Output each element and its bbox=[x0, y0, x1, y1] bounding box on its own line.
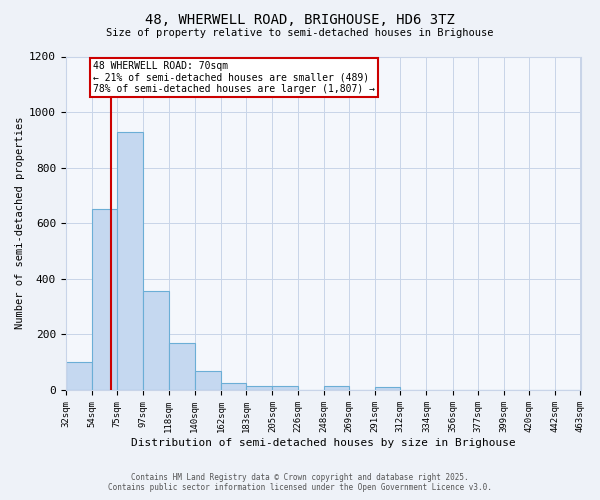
Bar bbox=[375, 387, 400, 390]
Bar bbox=[246, 386, 272, 390]
Bar bbox=[324, 386, 349, 390]
Y-axis label: Number of semi-detached properties: Number of semi-detached properties bbox=[15, 117, 25, 330]
Text: Contains HM Land Registry data © Crown copyright and database right 2025.
Contai: Contains HM Land Registry data © Crown c… bbox=[108, 473, 492, 492]
Bar bbox=[169, 342, 195, 390]
Bar bbox=[195, 370, 221, 390]
Bar bbox=[92, 210, 117, 390]
Bar bbox=[221, 383, 246, 390]
Text: 48, WHERWELL ROAD, BRIGHOUSE, HD6 3TZ: 48, WHERWELL ROAD, BRIGHOUSE, HD6 3TZ bbox=[145, 12, 455, 26]
Bar bbox=[272, 386, 298, 390]
X-axis label: Distribution of semi-detached houses by size in Brighouse: Distribution of semi-detached houses by … bbox=[131, 438, 515, 448]
Bar bbox=[143, 292, 169, 390]
Text: Size of property relative to semi-detached houses in Brighouse: Size of property relative to semi-detach… bbox=[106, 28, 494, 38]
Text: 48 WHERWELL ROAD: 70sqm
← 21% of semi-detached houses are smaller (489)
78% of s: 48 WHERWELL ROAD: 70sqm ← 21% of semi-de… bbox=[94, 60, 376, 94]
Bar bbox=[117, 132, 143, 390]
Bar bbox=[66, 362, 92, 390]
